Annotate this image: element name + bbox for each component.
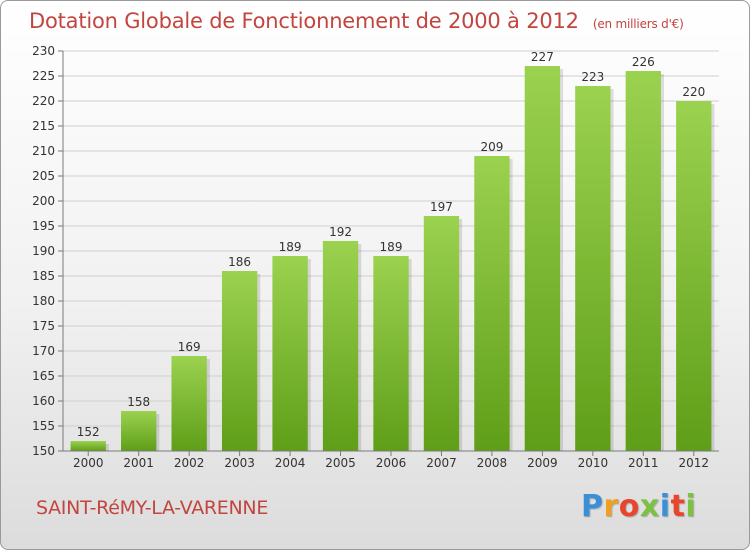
data-label: 220 xyxy=(682,85,705,99)
y-tick-label: 165 xyxy=(32,369,55,383)
bar-layer: 152 158 169 186 189 192 189 197 209 227 223 226 220 xyxy=(70,50,715,451)
logo-letter: o xyxy=(618,489,640,524)
logo-letter: i xyxy=(685,489,697,524)
x-tick-label: 2000 xyxy=(73,456,104,470)
y-tick-label: 150 xyxy=(32,444,55,458)
bar xyxy=(423,216,460,451)
logo-letter: t xyxy=(670,489,686,524)
bar xyxy=(70,441,106,451)
bar xyxy=(272,256,308,451)
data-label: 158 xyxy=(127,395,150,409)
data-label: 189 xyxy=(279,240,302,254)
x-tick-label: 2011 xyxy=(628,456,659,470)
data-label: 226 xyxy=(632,55,655,69)
y-tick-label: 210 xyxy=(32,144,55,158)
y-tick-label: 160 xyxy=(32,394,55,408)
bar xyxy=(121,411,157,451)
y-tick-label: 185 xyxy=(32,269,55,283)
data-label: 186 xyxy=(228,255,251,269)
data-label: 152 xyxy=(77,425,100,439)
logo-letter: P xyxy=(581,489,604,524)
y-tick-label: 180 xyxy=(32,294,55,308)
x-tick-label: 2001 xyxy=(123,456,154,470)
x-tick-label: 2010 xyxy=(578,456,609,470)
data-label: 192 xyxy=(329,225,352,239)
y-tick-label: 230 xyxy=(32,44,55,58)
y-tick-label: 195 xyxy=(32,219,55,233)
data-label: 197 xyxy=(430,200,453,214)
y-tick-label: 220 xyxy=(32,94,55,108)
logo-letter: x xyxy=(639,489,660,524)
bar xyxy=(676,101,712,451)
y-tick-label: 170 xyxy=(32,344,55,358)
axis-layer: 150 155 160 165 170 175 180 185 190 195 200 205 210 2… xyxy=(32,44,719,470)
data-label: 223 xyxy=(581,70,604,84)
x-tick-label: 2012 xyxy=(678,456,709,470)
proxiti-logo: Proxiti xyxy=(581,489,696,524)
x-tick-label: 2009 xyxy=(527,456,558,470)
chart-title: Dotation Globale de Fonctionnement de 20… xyxy=(29,9,684,33)
bar xyxy=(171,356,207,451)
data-label: 169 xyxy=(178,340,201,354)
data-label: 209 xyxy=(480,140,503,154)
bar xyxy=(625,71,661,451)
x-tick-label: 2003 xyxy=(224,456,255,470)
x-tick-label: 2005 xyxy=(325,456,356,470)
y-tick-label: 215 xyxy=(32,119,55,133)
commune-name: SAINT-RéMY-LA-VARENNE xyxy=(36,497,269,519)
x-tick-label: 2006 xyxy=(376,456,407,470)
title-text: Dotation Globale de Fonctionnement de 20… xyxy=(29,9,579,33)
y-tick-label: 200 xyxy=(32,194,55,208)
bar xyxy=(575,86,611,451)
bar xyxy=(322,241,359,451)
y-tick-label: 190 xyxy=(32,244,55,258)
chart-subtitle: (en milliers d'€) xyxy=(592,17,684,31)
x-tick-label: 2008 xyxy=(477,456,508,470)
bar xyxy=(474,156,510,451)
data-label: 189 xyxy=(380,240,403,254)
x-tick-label: 2002 xyxy=(174,456,205,470)
bar xyxy=(524,66,561,451)
bar xyxy=(373,256,409,451)
y-tick-label: 205 xyxy=(32,169,55,183)
data-label: 227 xyxy=(531,50,554,64)
y-tick-label: 155 xyxy=(32,419,55,433)
y-tick-label: 175 xyxy=(32,319,55,333)
x-tick-label: 2007 xyxy=(426,456,457,470)
bar xyxy=(221,271,258,451)
logo-letter: i xyxy=(659,489,671,524)
x-tick-label: 2004 xyxy=(275,456,306,470)
logo-letter: r xyxy=(603,489,619,524)
y-tick-label: 225 xyxy=(32,69,55,83)
